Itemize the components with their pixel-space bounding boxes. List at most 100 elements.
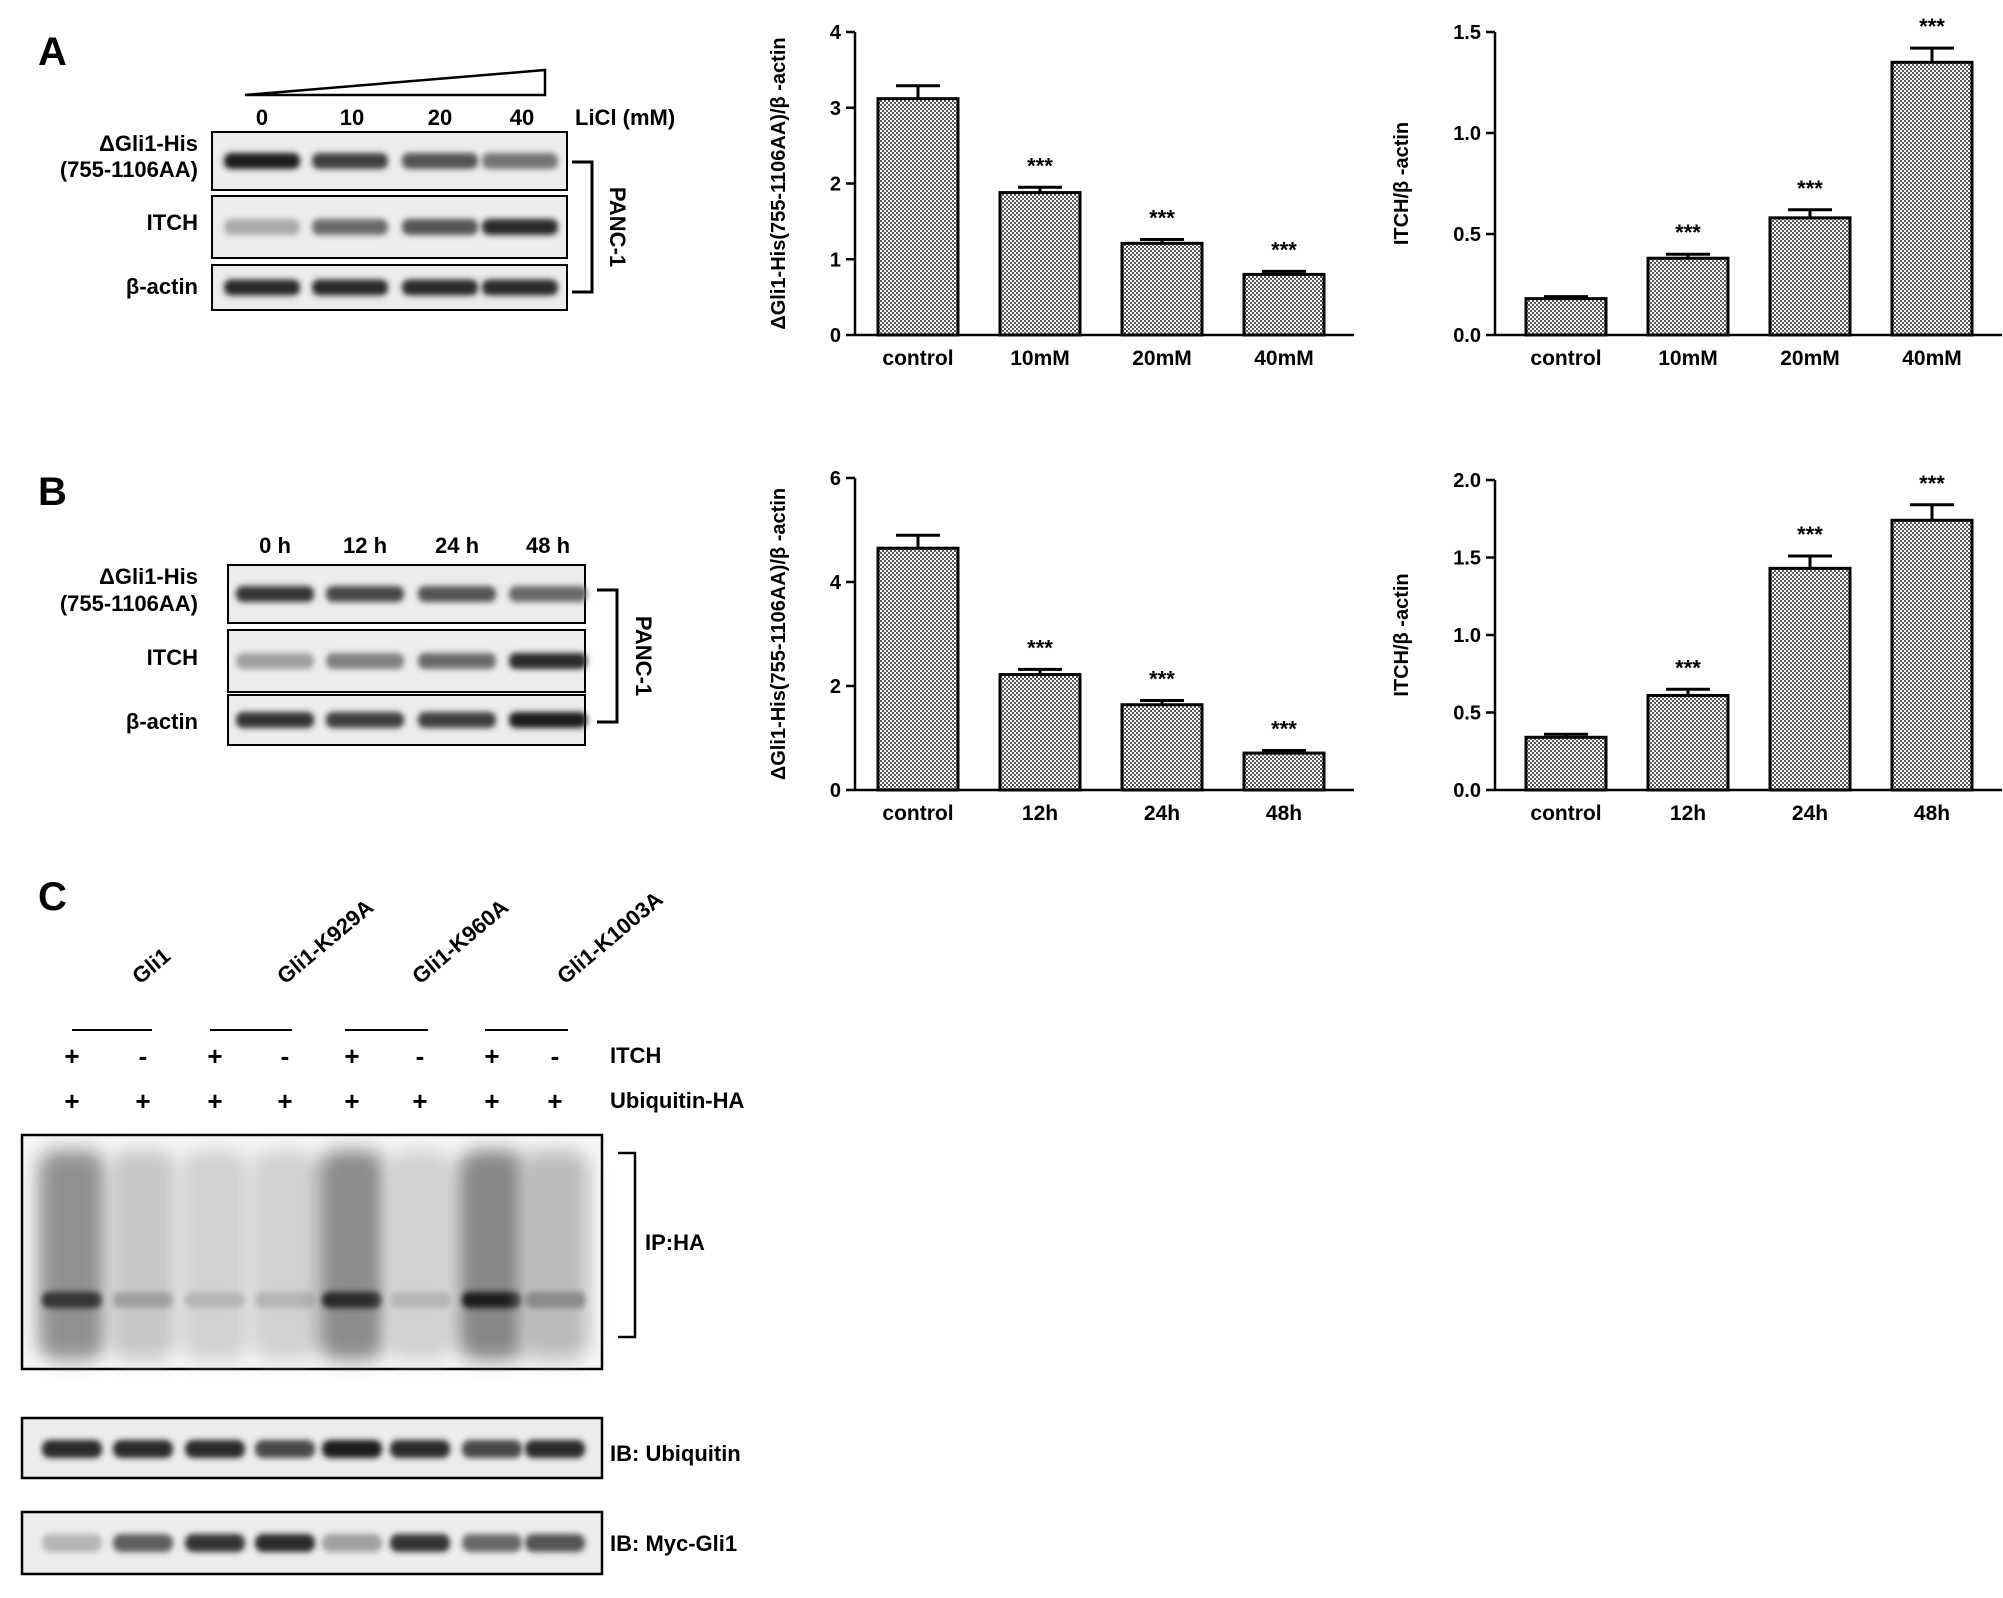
bar bbox=[876, 546, 960, 792]
y-tick-label: 0 bbox=[830, 325, 841, 347]
ib-myc-gli1-band bbox=[113, 1534, 173, 1552]
bar bbox=[998, 191, 1082, 337]
lane-label: 0 h bbox=[259, 533, 291, 558]
y-axis-label: ΔGli1-His(755-1106AA)/β -actin bbox=[768, 488, 790, 780]
blot-band bbox=[312, 153, 388, 169]
y-tick-label: 4 bbox=[830, 22, 842, 44]
ib-ubiquitin-label: IB: Ubiquitin bbox=[610, 1441, 741, 1466]
ubiquitin-ha-sign: + bbox=[344, 1086, 359, 1116]
blot-a-lane-labels: 0 10 20 40 bbox=[256, 105, 534, 130]
ubiquitin-band bbox=[322, 1292, 382, 1308]
bar bbox=[1768, 216, 1852, 337]
blot-band bbox=[482, 279, 558, 296]
bar bbox=[1646, 256, 1730, 337]
x-tick-label: 10mM bbox=[1010, 347, 1070, 370]
blot-band bbox=[236, 586, 314, 602]
ubiquitin-ha-sign: + bbox=[207, 1086, 222, 1116]
panel-letter-c: C bbox=[38, 875, 67, 919]
itch-sign: + bbox=[207, 1041, 222, 1071]
ip-ha-bracket bbox=[618, 1151, 637, 1339]
significance-stars: *** bbox=[1027, 635, 1053, 660]
blot-band bbox=[312, 219, 388, 235]
ubiquitin-band bbox=[42, 1292, 102, 1308]
ib-myc-gli1-band bbox=[255, 1534, 315, 1552]
western-blot-a bbox=[211, 131, 568, 311]
lane-label: 48 h bbox=[526, 533, 570, 558]
blot-row-label: ITCH bbox=[147, 645, 198, 670]
bar bbox=[998, 673, 1082, 792]
ubiquitin-smear bbox=[458, 1150, 526, 1360]
ubiquitin-band bbox=[525, 1292, 585, 1308]
blot-row-label: ITCH bbox=[147, 210, 198, 235]
blot-b-lane-labels: 0 h 12 h 24 h 48 h bbox=[259, 533, 570, 558]
bar bbox=[1524, 735, 1608, 792]
x-tick-label: 10mM bbox=[1658, 347, 1718, 370]
blot-band bbox=[224, 219, 300, 235]
x-tick-label: control bbox=[1530, 347, 1601, 370]
ubiquitin-ha-row-label: Ubiquitin-HA bbox=[610, 1088, 745, 1113]
y-tick-label: 1.5 bbox=[1453, 548, 1481, 570]
bar-chart-gli1-licl: 0 1 2 3 4 ΔGli1-His(755-1106AA)/β -actin contr… bbox=[768, 22, 1354, 370]
ib-myc-gli1-label: IB: Myc-Gli1 bbox=[610, 1531, 737, 1556]
ib-ubiquitin-band bbox=[390, 1440, 450, 1458]
blot-band bbox=[418, 712, 496, 728]
y-tick-label: 4 bbox=[830, 572, 842, 594]
blot-row-label: (755-1106AA) bbox=[60, 157, 198, 182]
y-axis-label: ITCH/β -actin bbox=[1391, 122, 1413, 245]
blot-band bbox=[326, 712, 404, 728]
licl-treatment-label: LiCl (mM) bbox=[575, 105, 675, 130]
ib-ubiquitin-band bbox=[462, 1440, 522, 1458]
ib-ubiquitin-band bbox=[42, 1440, 102, 1458]
lane-label: 20 bbox=[428, 105, 452, 130]
blot-band bbox=[236, 653, 314, 669]
panc1-bracket-b bbox=[597, 588, 619, 724]
bar bbox=[1646, 693, 1730, 792]
itch-row-label: ITCH bbox=[610, 1043, 661, 1068]
blot-band bbox=[312, 279, 388, 296]
blot-band bbox=[509, 712, 587, 728]
blot-row-label: (755-1106AA) bbox=[60, 591, 198, 616]
significance-stars: *** bbox=[1919, 471, 1945, 496]
itch-sign: - bbox=[139, 1041, 148, 1071]
lane-label: 24 h bbox=[435, 533, 479, 558]
x-tick-label: 20mM bbox=[1132, 347, 1192, 370]
significance-stars: *** bbox=[1675, 220, 1701, 245]
blot-row-label: ΔGli1-His bbox=[99, 131, 198, 156]
ubiquitin-ha-sign: + bbox=[547, 1086, 562, 1116]
ubiquitin-smear bbox=[181, 1150, 249, 1360]
cell-line-label: PANC-1 bbox=[631, 616, 656, 696]
y-tick-label: 0.0 bbox=[1453, 325, 1481, 347]
blot-row-label: β-actin bbox=[126, 709, 198, 734]
ubiquitin-band bbox=[255, 1292, 315, 1308]
ubiquitin-smear bbox=[251, 1150, 319, 1360]
ib-ubiquitin-band bbox=[255, 1440, 315, 1458]
construct-label: Gli1-K1003A bbox=[552, 886, 667, 989]
blot-band bbox=[402, 279, 478, 296]
construct-label: Gli1-K960A bbox=[407, 894, 513, 989]
significance-stars: *** bbox=[1027, 153, 1053, 178]
itch-sign: + bbox=[484, 1041, 499, 1071]
itch-sign: - bbox=[551, 1041, 560, 1071]
bar-chart-itch-licl: 0.0 0.5 1.0 1.5 ITCH/β -actin control 10mM *** 2… bbox=[1391, 14, 2002, 370]
significance-stars: *** bbox=[1797, 522, 1823, 547]
ib-ubiquitin-band bbox=[322, 1440, 382, 1458]
blot-band bbox=[418, 653, 496, 669]
y-tick-label: 1.0 bbox=[1453, 625, 1481, 647]
ubiquitin-smear bbox=[109, 1150, 177, 1360]
ubiquitin-smear bbox=[318, 1150, 386, 1360]
ubiquitin-ha-sign: + bbox=[277, 1086, 292, 1116]
y-tick-label: 0 bbox=[830, 780, 841, 802]
blot-band bbox=[509, 653, 587, 669]
ib-ubiquitin-band bbox=[185, 1440, 245, 1458]
construct-label: Gli1 bbox=[127, 943, 175, 989]
ubiquitin-ha-sign: + bbox=[135, 1086, 150, 1116]
ubiquitin-smear bbox=[38, 1150, 106, 1360]
itch-sign: - bbox=[281, 1041, 290, 1071]
blot-band bbox=[224, 279, 300, 296]
lane-label: 12 h bbox=[343, 533, 387, 558]
blot-band bbox=[418, 586, 496, 602]
y-axis-label: ΔGli1-His(755-1106AA)/β -actin bbox=[768, 37, 790, 329]
ib-myc-gli1-band bbox=[185, 1534, 245, 1552]
ubiquitin-ha-sign: + bbox=[64, 1086, 79, 1116]
ib-ubiquitin-band bbox=[113, 1440, 173, 1458]
